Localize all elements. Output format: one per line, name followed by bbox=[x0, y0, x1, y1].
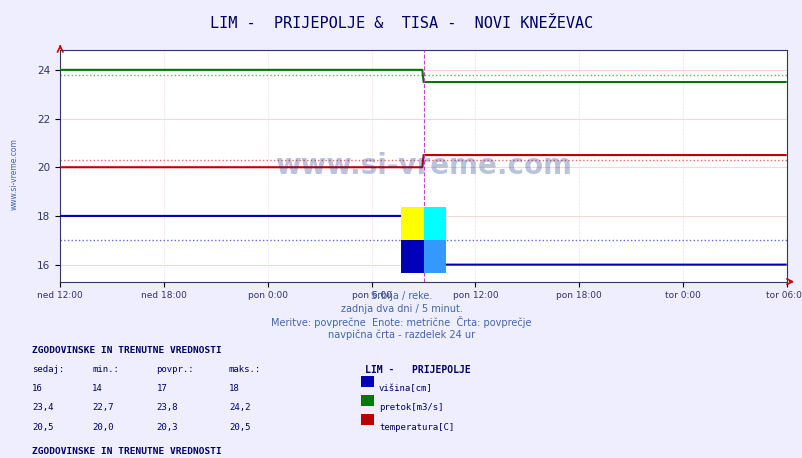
Text: 24,2: 24,2 bbox=[229, 403, 250, 413]
Text: Srbija / reke.: Srbija / reke. bbox=[371, 291, 431, 301]
Bar bbox=[400, 240, 423, 273]
Text: LIM -  PRIJEPOLJE &  TISA -  NOVI KNEŽEVAC: LIM - PRIJEPOLJE & TISA - NOVI KNEŽEVAC bbox=[209, 16, 593, 31]
Text: 20,5: 20,5 bbox=[229, 423, 250, 432]
Text: 20,3: 20,3 bbox=[156, 423, 178, 432]
Text: 22,7: 22,7 bbox=[92, 403, 114, 413]
Text: zadnja dva dni / 5 minut.: zadnja dva dni / 5 minut. bbox=[340, 304, 462, 314]
Text: ZGODOVINSKE IN TRENUTNE VREDNOSTI: ZGODOVINSKE IN TRENUTNE VREDNOSTI bbox=[32, 447, 221, 456]
Text: 20,5: 20,5 bbox=[32, 423, 54, 432]
Text: min.:: min.: bbox=[92, 365, 119, 374]
Text: višina[cm]: višina[cm] bbox=[379, 384, 432, 393]
Text: LIM -   PRIJEPOLJE: LIM - PRIJEPOLJE bbox=[365, 365, 471, 375]
Text: povpr.:: povpr.: bbox=[156, 365, 194, 374]
Text: sedaj:: sedaj: bbox=[32, 365, 64, 374]
Text: 16: 16 bbox=[32, 384, 43, 393]
Text: maks.:: maks.: bbox=[229, 365, 261, 374]
Text: www.si-vreme.com: www.si-vreme.com bbox=[275, 152, 571, 180]
Text: 23,4: 23,4 bbox=[32, 403, 54, 413]
Text: 18: 18 bbox=[229, 384, 239, 393]
Text: pretok[m3/s]: pretok[m3/s] bbox=[379, 403, 443, 413]
Text: navpična črta - razdelek 24 ur: navpična črta - razdelek 24 ur bbox=[327, 329, 475, 340]
Bar bbox=[400, 207, 423, 240]
Text: ZGODOVINSKE IN TRENUTNE VREDNOSTI: ZGODOVINSKE IN TRENUTNE VREDNOSTI bbox=[32, 346, 221, 355]
Text: Meritve: povprečne  Enote: metrične  Črta: povprečje: Meritve: povprečne Enote: metrične Črta:… bbox=[271, 316, 531, 328]
Text: 17: 17 bbox=[156, 384, 167, 393]
Text: 23,8: 23,8 bbox=[156, 403, 178, 413]
Bar bbox=[423, 240, 446, 273]
Text: temperatura[C]: temperatura[C] bbox=[379, 423, 454, 432]
Bar bbox=[423, 207, 446, 240]
Text: www.si-vreme.com: www.si-vreme.com bbox=[10, 138, 18, 210]
Text: 14: 14 bbox=[92, 384, 103, 393]
Text: 20,0: 20,0 bbox=[92, 423, 114, 432]
